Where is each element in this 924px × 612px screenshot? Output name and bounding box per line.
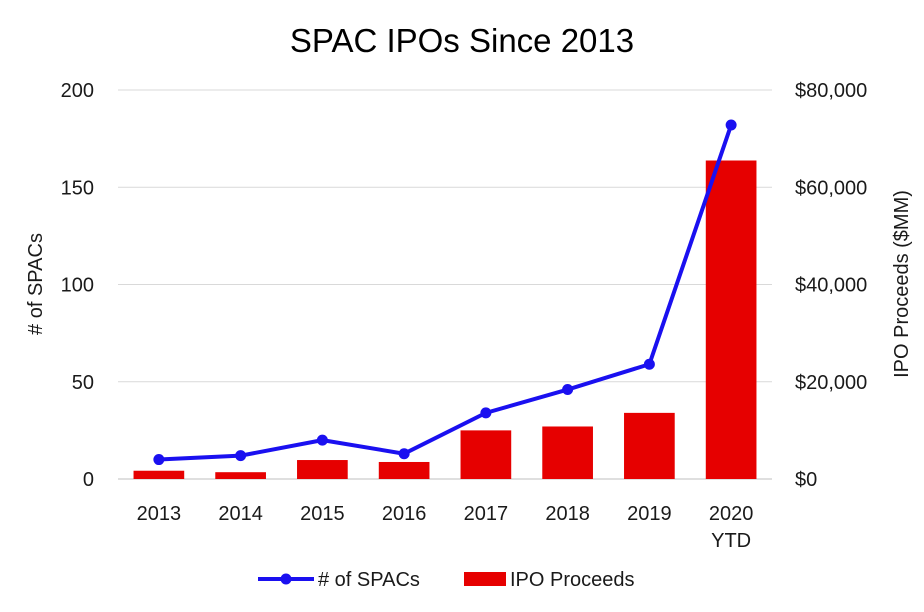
legend-item-proceeds: IPO Proceeds xyxy=(464,569,635,591)
point-spacs-count xyxy=(153,454,165,466)
right-axis-title: IPO Proceeds ($MM) xyxy=(891,190,913,378)
legend-marker-swatch xyxy=(280,573,292,585)
right-tick-label: $20,000 xyxy=(795,372,867,394)
x-tick-label: 2013 xyxy=(137,503,182,525)
bar-ipo-proceeds xyxy=(542,426,593,479)
bar-ipo-proceeds xyxy=(460,430,512,479)
x-tick-label: 2015 xyxy=(300,503,345,525)
left-axis-title: # of SPACs xyxy=(25,233,47,335)
left-tick-label: 50 xyxy=(72,372,94,394)
legend: # of SPACs IPO Proceeds xyxy=(258,569,635,591)
point-spacs-count xyxy=(725,119,737,131)
point-spacs-count xyxy=(562,384,574,396)
point-spacs-count xyxy=(235,450,247,462)
x-tick-label: 2016 xyxy=(382,503,427,525)
bar-ipo-proceeds xyxy=(624,412,675,479)
bar-series xyxy=(133,160,757,479)
legend-bar-swatch xyxy=(464,572,506,586)
x-tick-label: 2018 xyxy=(545,503,590,525)
legend-label-spacs: # of SPACs xyxy=(318,569,420,591)
right-tick-label: $80,000 xyxy=(795,80,867,102)
left-axis-ticks: 0 50 100 150 200 xyxy=(61,80,94,491)
x-tick-label: 2020 YTD xyxy=(709,503,754,552)
x-axis-ticks: 2013 2014 2015 2016 2017 2018 2019 2020 YTD xyxy=(137,503,754,552)
left-tick-label: 0 xyxy=(83,469,94,491)
left-tick-label: 150 xyxy=(61,177,94,199)
left-tick-label: 100 xyxy=(61,275,94,297)
line-spacs-count xyxy=(156,123,734,462)
bar-ipo-proceeds xyxy=(297,460,348,479)
line-series xyxy=(153,119,737,466)
point-spacs-count xyxy=(398,448,410,460)
right-tick-label: $40,000 xyxy=(795,275,867,297)
x-tick-label: 2014 xyxy=(218,503,263,525)
legend-item-spacs: # of SPACs xyxy=(258,569,420,591)
right-tick-label: $0 xyxy=(795,469,817,491)
bar-ipo-proceeds xyxy=(215,472,266,479)
right-tick-label: $60,000 xyxy=(795,177,867,199)
chart-title: SPAC IPOs Since 2013 xyxy=(290,22,634,59)
x-tick-label: 2017 xyxy=(464,503,509,525)
point-spacs-count xyxy=(480,407,492,419)
point-spacs-count xyxy=(316,434,328,446)
legend-label-proceeds: IPO Proceeds xyxy=(510,569,635,591)
point-spacs-count xyxy=(643,358,655,370)
right-axis-ticks: $0 $20,000 $40,000 $60,000 $80,000 xyxy=(795,80,867,491)
bar-ipo-proceeds xyxy=(378,461,430,479)
x-tick-label: 2019 xyxy=(627,503,672,525)
bar-ipo-proceeds xyxy=(133,470,185,479)
bar-ipo-proceeds xyxy=(705,160,757,479)
left-tick-label: 200 xyxy=(61,80,94,102)
